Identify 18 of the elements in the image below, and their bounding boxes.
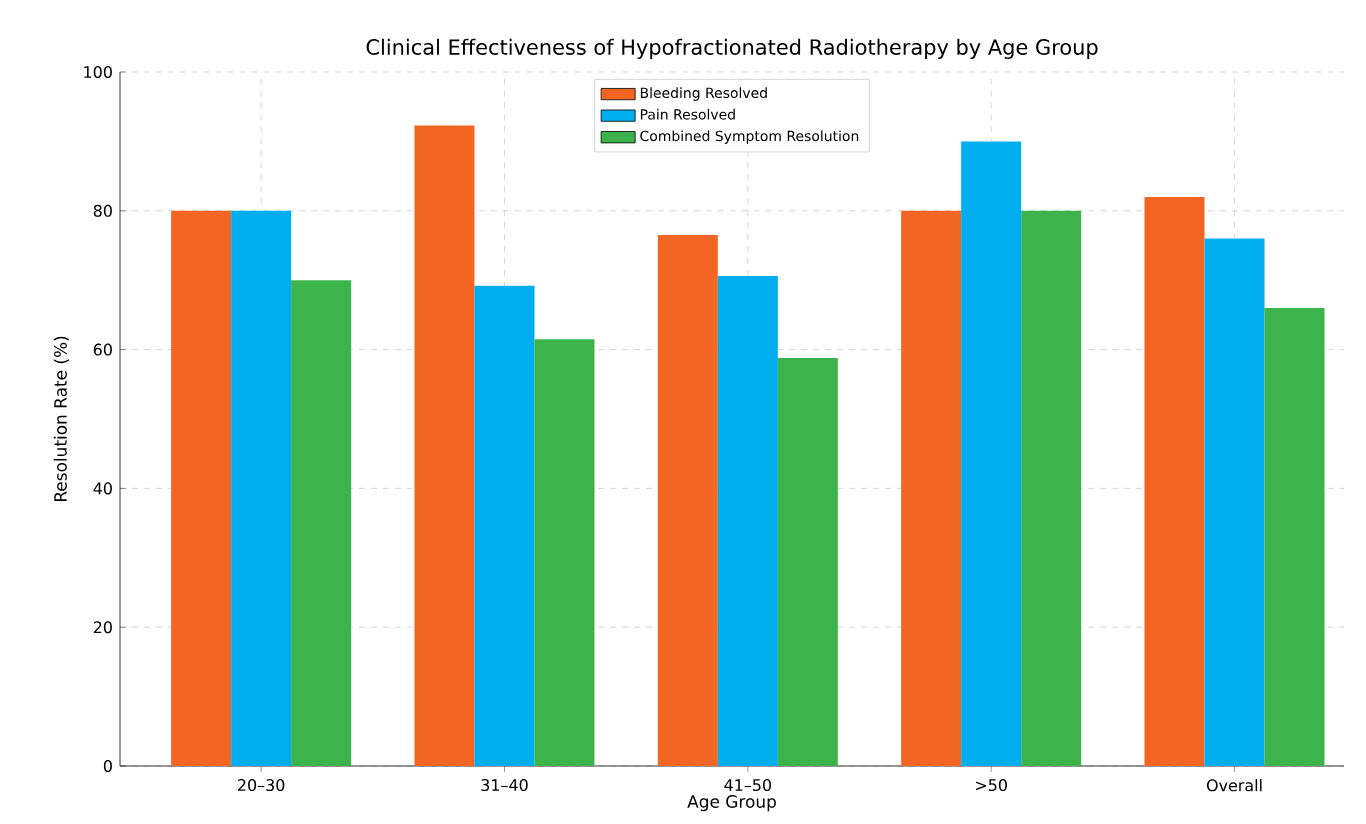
bar — [901, 210, 962, 766]
bar — [777, 357, 838, 766]
bar — [717, 276, 778, 766]
x-axis-title: Age Group — [687, 795, 776, 812]
bar — [1264, 307, 1325, 766]
bar — [534, 339, 595, 766]
bar — [231, 210, 292, 766]
bar — [961, 141, 1022, 766]
bar — [657, 235, 718, 766]
bar — [171, 210, 232, 766]
bar — [1021, 210, 1082, 766]
bar — [474, 285, 535, 766]
bar — [1144, 196, 1205, 766]
bar — [291, 280, 352, 766]
y-axis-title: Resolution Rate (%) — [53, 336, 69, 502]
bar — [1204, 238, 1265, 766]
chart-title: Clinical Effectiveness of Hypofractionated Radiotherapy by Age Group — [366, 38, 1098, 59]
bar — [414, 125, 475, 766]
